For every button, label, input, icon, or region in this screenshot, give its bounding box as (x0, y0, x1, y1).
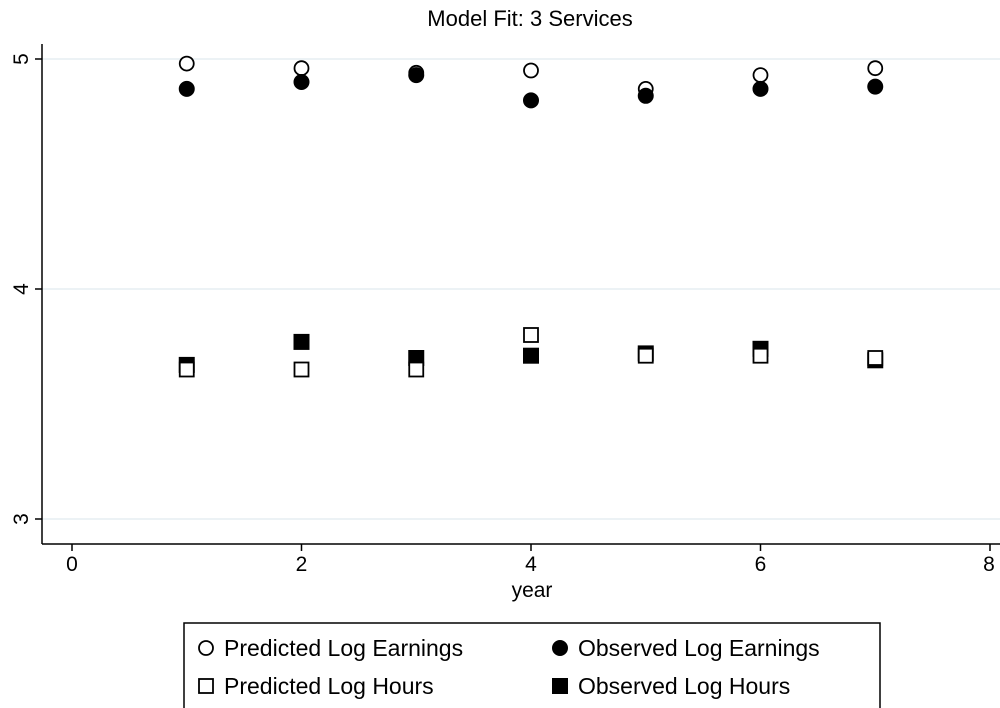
data-point (867, 350, 884, 366)
data-point (523, 92, 539, 109)
axes (41, 44, 1000, 545)
legend-marker (198, 678, 214, 694)
data-point (523, 347, 539, 364)
legend-marker (552, 678, 568, 694)
x-tick-label: 8 (983, 553, 995, 576)
data-point (408, 361, 425, 378)
data-point (637, 87, 654, 104)
data-point (293, 60, 310, 77)
legend: Predicted Log Earnings Observed Log Earni… (183, 622, 881, 708)
series-2 (178, 327, 884, 378)
legend-marker (552, 640, 568, 656)
y-tick-label: 4 (10, 283, 33, 295)
data-point (867, 60, 884, 77)
x-tick-label: 4 (525, 553, 537, 576)
data-point (178, 361, 195, 378)
x-axis-label: year (512, 579, 553, 602)
legend-label: Observed Log Hours (578, 673, 790, 699)
x-tick-label: 2 (296, 553, 308, 576)
chart-title: Model Fit: 3 Services (427, 6, 632, 31)
legend-item: Observed Log Hours (552, 673, 790, 699)
tick-labels: 3 4 5 0 2 4 6 8 (10, 53, 995, 576)
y-tick-label: 3 (10, 513, 33, 525)
data-point (293, 74, 310, 90)
data-point (523, 327, 539, 343)
legend-label: Observed Log Earnings (578, 635, 820, 661)
data-point (752, 347, 769, 364)
data-point (637, 347, 654, 364)
legend-marker (198, 640, 214, 656)
data-point (867, 78, 884, 95)
legend-box (183, 622, 881, 708)
series-0 (178, 55, 884, 97)
legend-item: Predicted Log Earnings (198, 635, 463, 661)
grid-lines (42, 58, 1000, 520)
data-point (178, 80, 195, 97)
series-1 (178, 67, 884, 109)
x-tick-label: 0 (66, 553, 78, 576)
data-point (293, 361, 310, 378)
legend-item: Predicted Log Hours (198, 673, 434, 699)
x-tick-label: 6 (755, 553, 767, 576)
data-points (178, 55, 884, 378)
legend-item: Observed Log Earnings (552, 635, 820, 661)
data-point (523, 62, 539, 79)
data-point (293, 333, 310, 350)
data-point (408, 67, 425, 84)
legend-label: Predicted Log Earnings (224, 635, 463, 661)
data-point (752, 67, 769, 83)
data-point (178, 55, 195, 72)
y-tick-label: 5 (10, 53, 33, 65)
legend-label: Predicted Log Hours (224, 673, 434, 699)
data-point (752, 80, 769, 97)
